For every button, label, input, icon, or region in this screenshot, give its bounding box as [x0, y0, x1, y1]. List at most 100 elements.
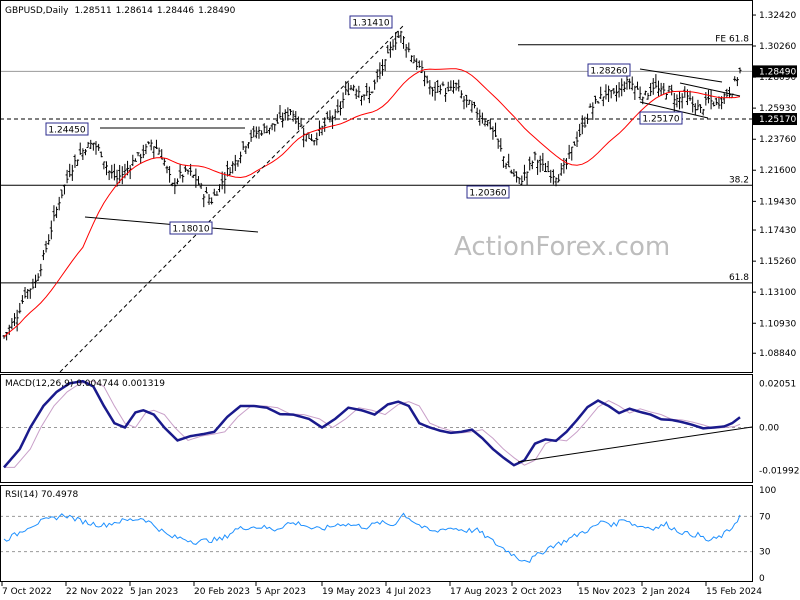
macd-tick-label: 0.00 [759, 424, 779, 434]
price-axis: 1.32420 1.30260 1.28090 1.25930 1.23760 1.216… [752, 11, 797, 359]
price-bar [244, 145, 248, 154]
price-bar [149, 139, 153, 151]
price-bar [265, 125, 269, 134]
price-bar [454, 82, 458, 91]
price-bar [628, 78, 632, 90]
price-bar [554, 177, 558, 187]
price-bar [546, 160, 550, 173]
price-bar [357, 85, 361, 98]
price-bar [551, 169, 555, 185]
macd-axis: 0.02051 0.00 -0.019923 [759, 379, 800, 476]
price-bar [688, 90, 692, 101]
rsi-title: RSI(14) 70.4978 [5, 490, 78, 500]
price-bar [525, 171, 529, 186]
svg-text:1.31410: 1.31410 [352, 19, 389, 29]
price-bar [175, 178, 179, 185]
price-bar [99, 151, 103, 158]
price-bar [699, 104, 703, 113]
price-bar [228, 167, 232, 176]
price-bar [257, 126, 261, 139]
rsi-axis: 100 70 30 0 [759, 486, 776, 584]
price-bar [223, 172, 227, 194]
price-bar [157, 147, 161, 155]
price-bar [530, 160, 534, 170]
price-levels: FE 61.8 38.2 61.8 [1, 35, 752, 284]
price-bar [65, 169, 69, 184]
price-bar [315, 132, 319, 146]
price-bar [599, 86, 603, 100]
price-bar [178, 164, 182, 179]
price-bar [204, 186, 208, 194]
price-bar [706, 89, 710, 104]
price-bar [735, 77, 739, 87]
price-bar [41, 250, 45, 261]
price-bar [254, 126, 258, 139]
price-bar [133, 158, 137, 162]
price-bar [286, 107, 290, 121]
price-bar [199, 182, 203, 189]
price-bar [402, 36, 406, 49]
price-bar [459, 90, 463, 99]
price-bar [675, 94, 679, 108]
price-annotation: 1.24450 [45, 122, 89, 136]
price-bar [362, 94, 366, 101]
price-bars [2, 30, 742, 341]
price-bar [231, 161, 235, 174]
price-bar [225, 160, 229, 177]
price-bar [86, 141, 90, 149]
price-bar [714, 97, 718, 106]
macd-lines [1, 379, 752, 469]
price-bar [430, 87, 434, 97]
price-annotation: 1.31410 [349, 15, 393, 29]
price-bar [383, 59, 387, 72]
price-bar [528, 156, 532, 171]
price-tick-label: 1.13100 [759, 288, 796, 298]
price-bar [670, 84, 674, 96]
price-bar [162, 158, 166, 166]
rsi-line [3, 512, 741, 564]
price-bar [105, 161, 109, 176]
price-tick-label: 1.19430 [759, 197, 796, 207]
support-price-tag: 1.25170 [753, 113, 797, 126]
price-bar [262, 123, 266, 134]
rsi-tick-label: 0 [759, 574, 765, 584]
current-price-tag: 1.28490 [753, 65, 797, 78]
price-bar [486, 119, 490, 127]
price-tick-label: 1.15260 [759, 257, 796, 267]
price-bar [630, 76, 634, 91]
price-bar [738, 67, 742, 74]
price-bar [346, 82, 350, 96]
price-bar [294, 111, 298, 125]
price-bar [141, 144, 145, 159]
price-bar [81, 148, 85, 161]
svg-text:1.25170: 1.25170 [642, 115, 679, 125]
price-bar [691, 96, 695, 113]
price-bar [241, 141, 245, 151]
price-bar [52, 205, 56, 222]
level-label: FE 61.8 [715, 35, 749, 45]
price-bar [436, 79, 440, 93]
price-bar [407, 42, 411, 53]
price-bar [207, 194, 211, 205]
x-tick-label: 4 Jul 2023 [386, 587, 431, 597]
price-bar [475, 107, 479, 118]
price-bar [567, 144, 571, 159]
price-bar [520, 175, 524, 186]
price-bar [144, 143, 148, 155]
price-bar [465, 94, 469, 108]
svg-text:1.28490: 1.28490 [759, 67, 796, 77]
price-bar [278, 105, 282, 119]
x-tick-label: 2 Jan 2024 [642, 587, 690, 597]
price-bar [717, 96, 721, 109]
price-annotation: 1.20360 [466, 185, 510, 199]
price-bar [557, 174, 561, 183]
price-bar [57, 196, 61, 211]
price-bar [36, 273, 40, 282]
price-bar [60, 189, 64, 199]
price-bar [509, 169, 513, 174]
price-bar [236, 159, 240, 167]
price-bar [662, 82, 666, 95]
price-bar [341, 92, 345, 109]
price-tick-label: 1.28090 [759, 73, 796, 83]
price-bar [664, 92, 668, 100]
